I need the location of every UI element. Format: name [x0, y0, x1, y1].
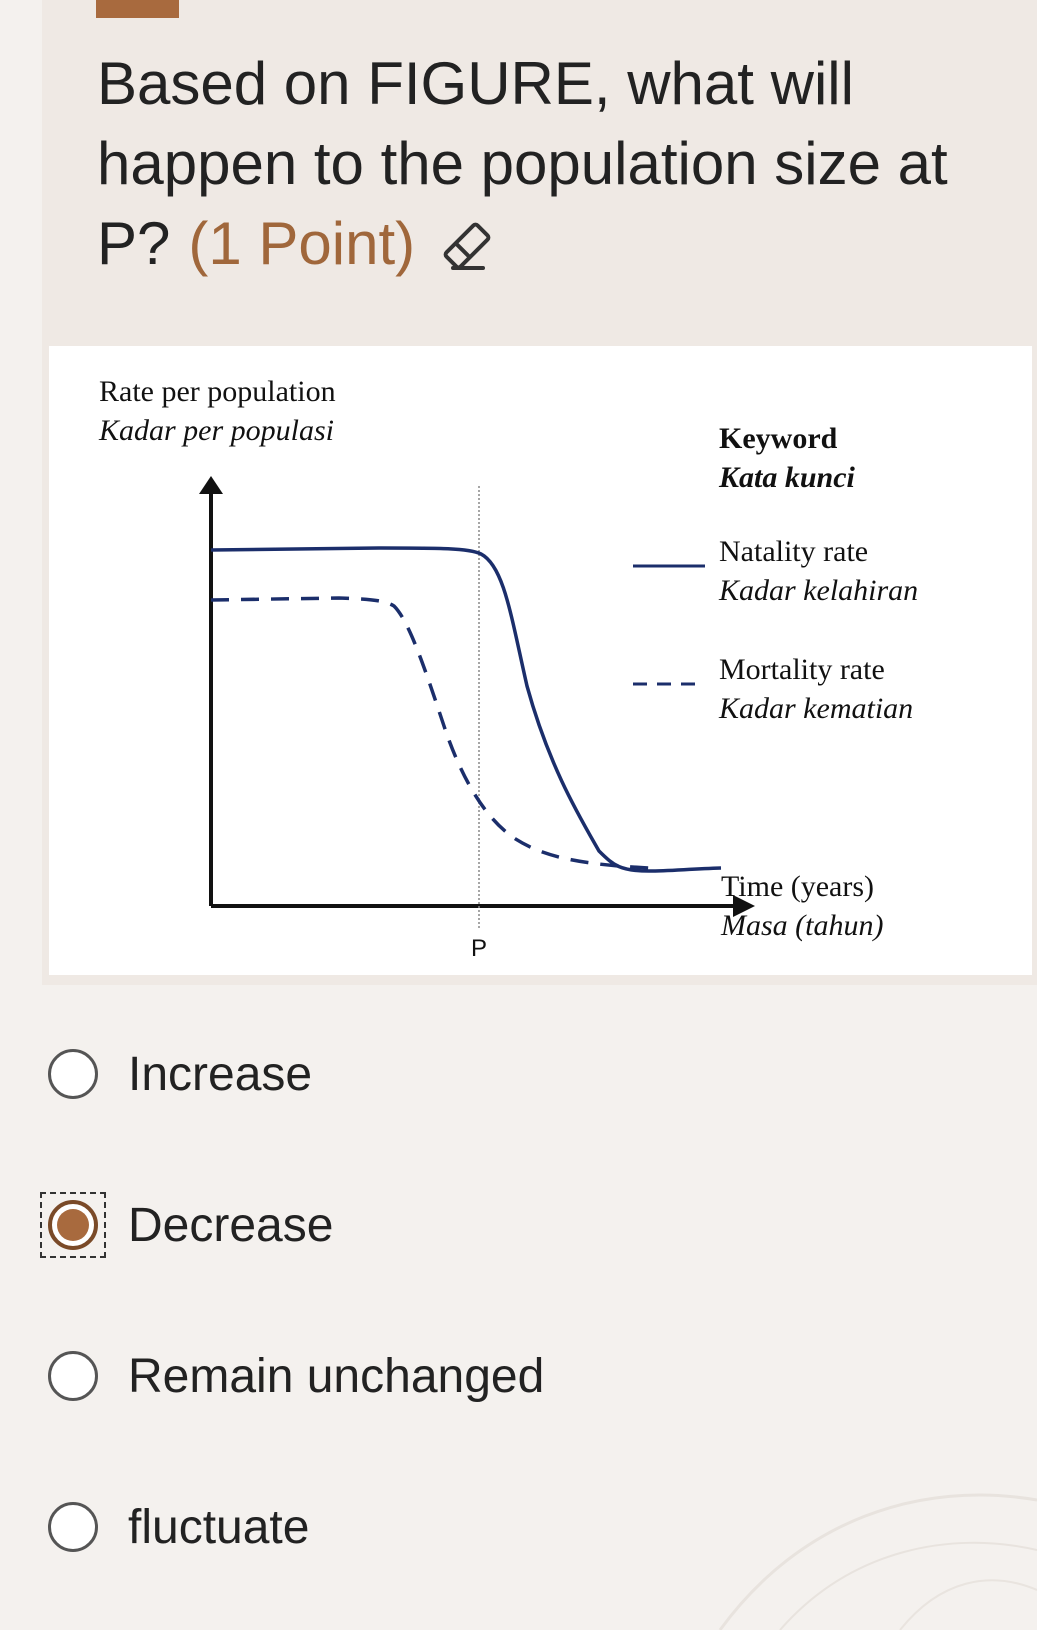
- x-axis-label-alt: Masa (tahun): [720, 909, 883, 942]
- legend-mortality-label: Mortality rate: [719, 653, 885, 686]
- option-label: Decrease: [128, 1198, 334, 1252]
- option-increase[interactable]: Increase: [40, 1034, 740, 1114]
- option-decrease[interactable]: Decrease: [40, 1185, 740, 1265]
- question-points: (1 Point): [188, 210, 416, 277]
- radio-wrapper: [40, 1494, 106, 1560]
- legend-title: Keyword: [719, 422, 838, 455]
- radio-button[interactable]: [48, 1049, 98, 1099]
- mortality-rate-curve: [210, 596, 650, 870]
- x-axis-arrow: [733, 895, 755, 917]
- option-label: fluctuate: [128, 1500, 310, 1554]
- radio-button[interactable]: [48, 1351, 98, 1401]
- figure-image: Rate per population Kadar per populasi P…: [49, 346, 1032, 975]
- option-label: Remain unchanged: [128, 1349, 545, 1403]
- legend-title-alt: Kata kunci: [718, 461, 856, 494]
- radio-wrapper: [40, 1343, 106, 1409]
- legend-natality-label: Natality rate: [719, 535, 868, 568]
- y-axis-label: Rate per population: [99, 375, 336, 408]
- p-marker-label: P: [471, 935, 487, 962]
- option-remain-unchanged[interactable]: Remain unchanged: [40, 1336, 740, 1416]
- option-label: Increase: [128, 1047, 313, 1101]
- population-rate-graph: Rate per population Kadar per populasi P…: [98, 375, 918, 962]
- radio-wrapper-focused: [40, 1192, 106, 1258]
- legend-mortality-label-alt: Kadar kematian: [718, 692, 913, 725]
- option-fluctuate[interactable]: fluctuate: [40, 1487, 740, 1567]
- eraser-icon[interactable]: [439, 214, 495, 271]
- y-axis-label-alt: Kadar per populasi: [98, 414, 334, 447]
- radio-button[interactable]: [48, 1502, 98, 1552]
- radio-wrapper: [40, 1041, 106, 1107]
- accent-bar: [96, 0, 179, 18]
- legend-natality-label-alt: Kadar kelahiran: [718, 574, 918, 607]
- question-title: Based on FIGURE, what will happen to the…: [97, 44, 997, 284]
- x-axis-label: Time (years): [721, 870, 874, 903]
- natality-rate-curve: [210, 546, 722, 873]
- question-text: Based on FIGURE, what will happen to the…: [97, 50, 948, 277]
- y-axis-arrow: [199, 476, 223, 494]
- radio-button-selected[interactable]: [48, 1200, 98, 1250]
